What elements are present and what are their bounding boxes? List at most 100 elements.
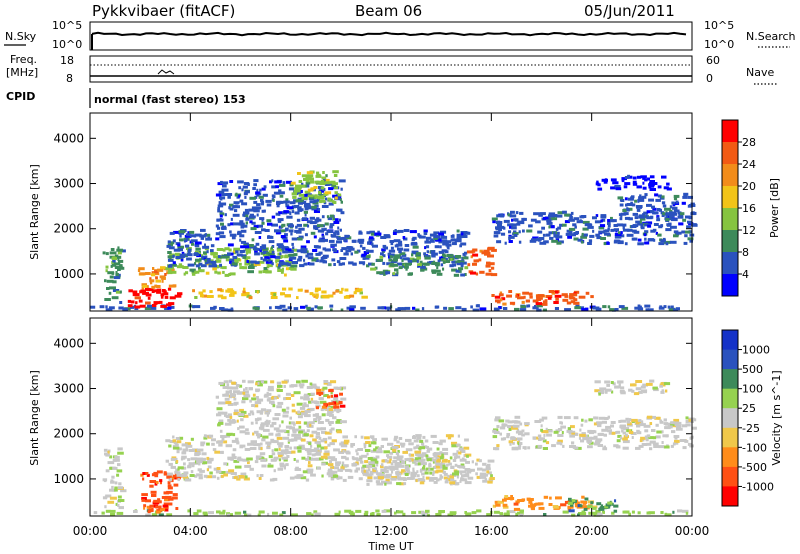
radar-cell xyxy=(190,239,198,243)
radar-cell xyxy=(112,256,116,260)
radar-cell xyxy=(327,197,331,201)
radar-cell xyxy=(569,434,575,438)
radar-cell xyxy=(252,393,256,397)
radar-cell xyxy=(423,229,428,233)
radar-cell xyxy=(571,432,578,436)
radar-cell xyxy=(418,455,421,459)
radar-cell xyxy=(648,511,655,515)
radar-cell xyxy=(467,476,474,480)
radar-cell xyxy=(242,185,248,189)
radar-cell xyxy=(206,262,211,266)
radar-cell xyxy=(439,465,443,469)
radar-cell xyxy=(370,232,376,236)
radar-cell xyxy=(622,223,627,227)
radar-cell xyxy=(141,498,146,502)
radar-cell xyxy=(321,205,329,208)
radar-cell xyxy=(320,189,325,193)
radar-cell xyxy=(466,469,472,473)
radar-cell xyxy=(163,472,168,476)
radar-cell xyxy=(169,296,176,300)
radar-cell xyxy=(238,194,241,198)
radar-cell xyxy=(199,469,205,473)
radar-cell xyxy=(666,182,670,186)
radar-cell xyxy=(186,237,189,241)
radar-cell xyxy=(276,381,281,385)
radar-cell xyxy=(176,476,181,480)
radar-cell xyxy=(691,211,695,215)
radar-cell xyxy=(324,222,329,226)
radar-cell xyxy=(449,264,454,268)
radar-cell xyxy=(628,388,633,392)
radar-cell xyxy=(190,470,194,474)
radar-cell xyxy=(396,482,402,486)
radar-cell xyxy=(297,201,304,205)
radar-cell xyxy=(310,449,318,453)
radar-cell xyxy=(231,419,236,422)
radar-cell xyxy=(649,188,656,191)
radar-cell xyxy=(210,251,217,255)
radar-cell xyxy=(152,272,160,276)
radar-cell xyxy=(334,230,339,234)
radar-cell xyxy=(275,260,278,264)
radar-cell xyxy=(285,425,292,429)
radar-cell xyxy=(461,307,467,311)
radar-cell xyxy=(243,388,245,392)
radar-cell xyxy=(281,224,284,228)
radar-cell xyxy=(117,447,123,451)
radar-cell xyxy=(320,229,325,233)
radar-cell xyxy=(203,251,207,255)
radar-cell xyxy=(317,208,321,211)
colorbar-swatch xyxy=(722,252,738,275)
radar-cell xyxy=(229,415,233,419)
radar-cell xyxy=(551,214,558,217)
radar-cell xyxy=(372,513,375,517)
radar-cell xyxy=(305,176,312,180)
radar-cell xyxy=(345,249,348,253)
radar-cell xyxy=(327,443,331,447)
radar-cell xyxy=(156,288,162,292)
radar-cell xyxy=(336,260,341,264)
radar-cell xyxy=(582,233,588,237)
radar-cell xyxy=(308,400,312,404)
radar-cell xyxy=(298,425,302,429)
x-tick-label: 16:00 xyxy=(474,524,509,538)
radar-cell xyxy=(222,393,229,397)
radar-cell xyxy=(190,437,194,441)
radar-cell xyxy=(218,231,225,235)
radar-cell xyxy=(263,267,268,270)
radar-cell xyxy=(647,308,654,312)
radar-cell xyxy=(263,185,267,189)
radar-cell xyxy=(560,421,563,425)
radar-cell xyxy=(336,240,342,244)
radar-cell xyxy=(593,416,597,420)
radar-cell xyxy=(493,510,500,514)
radar-cell xyxy=(616,439,621,443)
radar-cell xyxy=(405,448,413,452)
radar-cell xyxy=(591,511,598,515)
radar-cell xyxy=(673,441,679,445)
radar-cell xyxy=(543,513,547,516)
radar-cell xyxy=(651,429,656,432)
velocity-y-label: Slant Range [km] xyxy=(28,370,41,466)
radar-cell xyxy=(246,292,249,296)
radar-cell xyxy=(455,260,458,264)
radar-cell xyxy=(105,252,109,256)
radar-cell xyxy=(230,472,237,475)
radar-cell xyxy=(363,513,368,516)
radar-cell xyxy=(438,250,445,254)
radar-cell xyxy=(551,444,556,448)
radar-cell xyxy=(301,438,306,442)
radar-cell xyxy=(286,215,293,219)
radar-cell xyxy=(310,392,315,396)
radar-cell xyxy=(403,482,407,486)
radar-cell xyxy=(229,252,234,256)
radar-cell xyxy=(654,193,659,197)
radar-cell xyxy=(470,271,477,275)
radar-cell xyxy=(660,382,664,386)
radar-cell xyxy=(317,306,323,310)
radar-cell xyxy=(99,305,105,309)
radar-cell xyxy=(229,180,234,183)
data-region xyxy=(365,456,495,486)
radar-cell xyxy=(225,444,233,448)
radar-cell xyxy=(637,242,644,246)
